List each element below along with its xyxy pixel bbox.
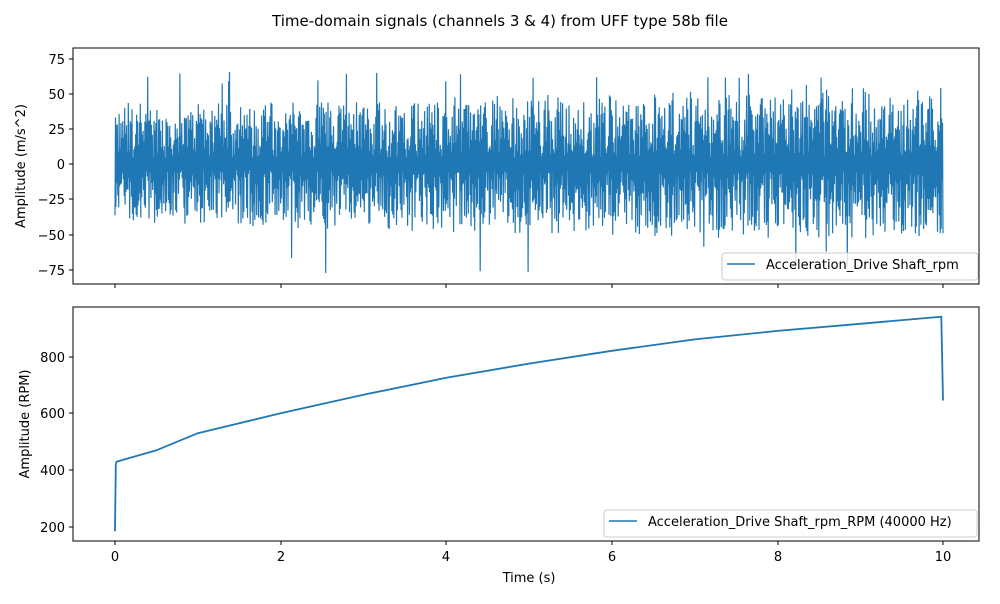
top-y-axis-label: Amplitude (m/s^2) xyxy=(14,104,29,228)
bottom-ytick-label: 800 xyxy=(40,351,65,366)
top-axes: 75 50 25 0 −25 −50 −75 Amplitude (m/s^2)… xyxy=(14,47,980,288)
acceleration-signal-line xyxy=(114,71,944,274)
bottom-x-ticks: 0 2 4 6 8 10 xyxy=(111,541,951,565)
figure-title: Time-domain signals (channels 3 & 4) fro… xyxy=(271,12,728,30)
bottom-y-ticks: 800 600 400 200 xyxy=(40,351,73,536)
bottom-legend: Acceleration_Drive Shaft_rpm_RPM (40000 … xyxy=(603,509,978,538)
top-ytick-label: 25 xyxy=(48,123,65,138)
bottom-ytick-label: 400 xyxy=(40,464,65,479)
top-ytick-label: 75 xyxy=(48,53,65,68)
x-axis-label: Time (s) xyxy=(502,571,556,586)
top-legend-box xyxy=(721,252,979,281)
bottom-axes: 800 600 400 200 0 2 4 6 8 10 Time (s) Am… xyxy=(18,306,980,586)
top-ytick-label: −75 xyxy=(38,264,65,279)
rpm-signal-line xyxy=(114,315,944,532)
bottom-ytick-label: 200 xyxy=(40,521,65,536)
bottom-ytick-label: 600 xyxy=(40,407,65,422)
bottom-axes-frame xyxy=(72,306,980,542)
top-y-ticks: 75 50 25 0 −25 −50 −75 xyxy=(38,53,73,279)
xtick-label: 10 xyxy=(935,550,952,565)
bottom-y-axis-label: Amplitude (RPM) xyxy=(18,370,33,479)
top-x-ticks xyxy=(114,284,944,288)
top-legend: Acceleration_Drive Shaft_rpm xyxy=(721,252,979,281)
bottom-legend-label: Acceleration_Drive Shaft_rpm_RPM (40000 … xyxy=(648,515,952,530)
xtick-label: 8 xyxy=(774,550,782,565)
top-ytick-label: −25 xyxy=(38,193,65,208)
top-ytick-label: 50 xyxy=(48,88,65,103)
bottom-legend-box xyxy=(603,509,978,538)
top-axes-frame xyxy=(72,47,980,285)
xtick-label: 0 xyxy=(111,550,119,565)
xtick-label: 4 xyxy=(442,550,450,565)
xtick-label: 6 xyxy=(608,550,616,565)
top-ytick-label: −50 xyxy=(38,229,65,244)
xtick-label: 2 xyxy=(277,550,285,565)
top-legend-label: Acceleration_Drive Shaft_rpm xyxy=(766,258,959,273)
top-ytick-label: 0 xyxy=(57,158,65,173)
